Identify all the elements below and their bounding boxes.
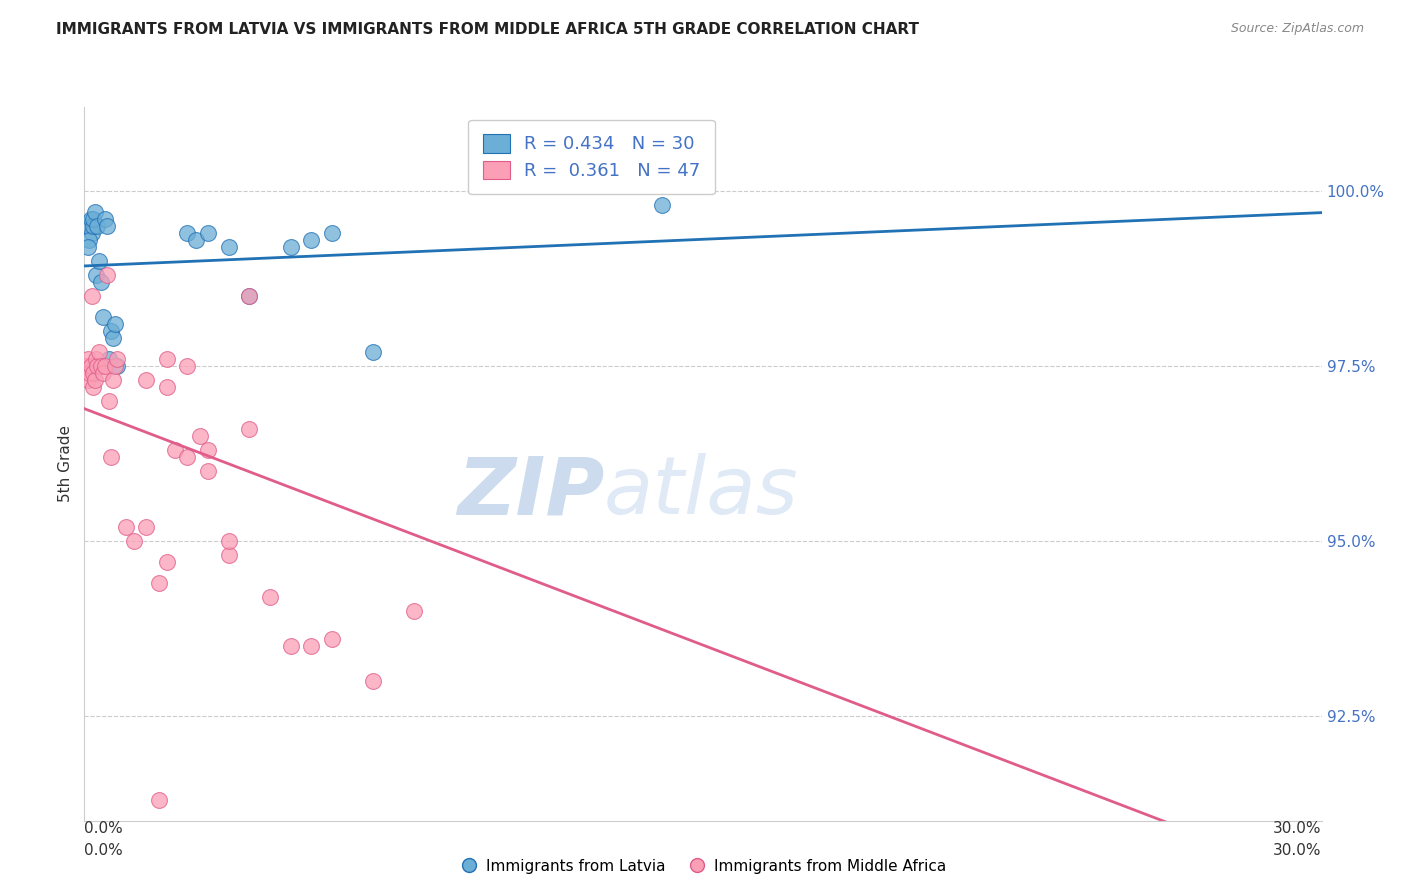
- Y-axis label: 5th Grade: 5th Grade: [58, 425, 73, 502]
- Point: [94, 211, 117, 226]
- Point: [96, 268, 118, 282]
- Text: atlas: atlas: [605, 453, 799, 532]
- Point: [100, 450, 122, 464]
- Point: [79, 366, 101, 380]
- Point: [361, 345, 384, 359]
- Legend: R = 0.434   N = 30, R =  0.361   N = 47: R = 0.434 N = 30, R = 0.361 N = 47: [468, 120, 716, 194]
- Point: [82, 211, 104, 226]
- Point: [188, 429, 211, 443]
- Point: [114, 520, 136, 534]
- Point: [104, 359, 127, 373]
- Point: [321, 226, 343, 240]
- Point: [103, 373, 125, 387]
- Point: [86, 359, 108, 373]
- Point: [176, 359, 198, 373]
- Point: [651, 198, 673, 212]
- Point: [238, 289, 260, 303]
- Point: [84, 268, 107, 282]
- Point: [238, 289, 260, 303]
- Point: [321, 632, 343, 646]
- Point: [79, 359, 101, 373]
- Point: [83, 205, 105, 219]
- Point: [184, 233, 207, 247]
- Point: [568, 169, 591, 184]
- Point: [98, 351, 121, 366]
- Point: [87, 345, 110, 359]
- Point: [165, 442, 187, 457]
- Point: [103, 331, 125, 345]
- Point: [105, 351, 128, 366]
- Point: [84, 351, 107, 366]
- Point: [218, 533, 240, 548]
- Legend: Immigrants from Latvia, Immigrants from Middle Africa: Immigrants from Latvia, Immigrants from …: [454, 853, 952, 880]
- Point: [98, 393, 121, 408]
- Point: [299, 639, 322, 653]
- Point: [90, 359, 112, 373]
- Text: 30.0%: 30.0%: [1274, 821, 1322, 836]
- Point: [90, 275, 112, 289]
- Point: [197, 464, 219, 478]
- Point: [75, 359, 97, 373]
- Point: [91, 310, 114, 324]
- Point: [91, 366, 114, 380]
- Point: [156, 555, 179, 569]
- Text: ZIP: ZIP: [457, 453, 605, 532]
- Point: [94, 359, 117, 373]
- Point: [96, 219, 118, 233]
- Point: [86, 219, 108, 233]
- Point: [176, 450, 198, 464]
- Point: [259, 590, 281, 604]
- Point: [280, 240, 302, 254]
- Point: [77, 219, 100, 233]
- Point: [79, 211, 101, 226]
- Point: [105, 359, 128, 373]
- Point: [83, 373, 105, 387]
- Point: [79, 233, 101, 247]
- Point: [299, 233, 322, 247]
- Point: [361, 673, 384, 688]
- Text: 30.0%: 30.0%: [1274, 843, 1322, 858]
- Point: [104, 317, 127, 331]
- Point: [82, 366, 104, 380]
- Text: IMMIGRANTS FROM LATVIA VS IMMIGRANTS FROM MIDDLE AFRICA 5TH GRADE CORRELATION CH: IMMIGRANTS FROM LATVIA VS IMMIGRANTS FRO…: [56, 22, 920, 37]
- Point: [135, 520, 157, 534]
- Point: [100, 324, 122, 338]
- Point: [156, 351, 179, 366]
- Point: [148, 575, 170, 590]
- Point: [238, 422, 260, 436]
- Point: [148, 792, 170, 806]
- Point: [80, 226, 103, 240]
- Point: [404, 604, 426, 618]
- Point: [76, 240, 98, 254]
- Point: [156, 380, 179, 394]
- Point: [280, 639, 302, 653]
- Point: [135, 373, 157, 387]
- Point: [176, 226, 198, 240]
- Point: [76, 373, 98, 387]
- Point: [77, 351, 100, 366]
- Point: [87, 254, 110, 268]
- Point: [218, 240, 240, 254]
- Point: [80, 289, 103, 303]
- Point: [197, 442, 219, 457]
- Point: [197, 226, 219, 240]
- Text: Source: ZipAtlas.com: Source: ZipAtlas.com: [1230, 22, 1364, 36]
- Text: 0.0%: 0.0%: [84, 821, 124, 836]
- Point: [82, 380, 104, 394]
- Text: 0.0%: 0.0%: [84, 843, 124, 858]
- Point: [218, 548, 240, 562]
- Point: [82, 219, 104, 233]
- Point: [122, 533, 145, 548]
